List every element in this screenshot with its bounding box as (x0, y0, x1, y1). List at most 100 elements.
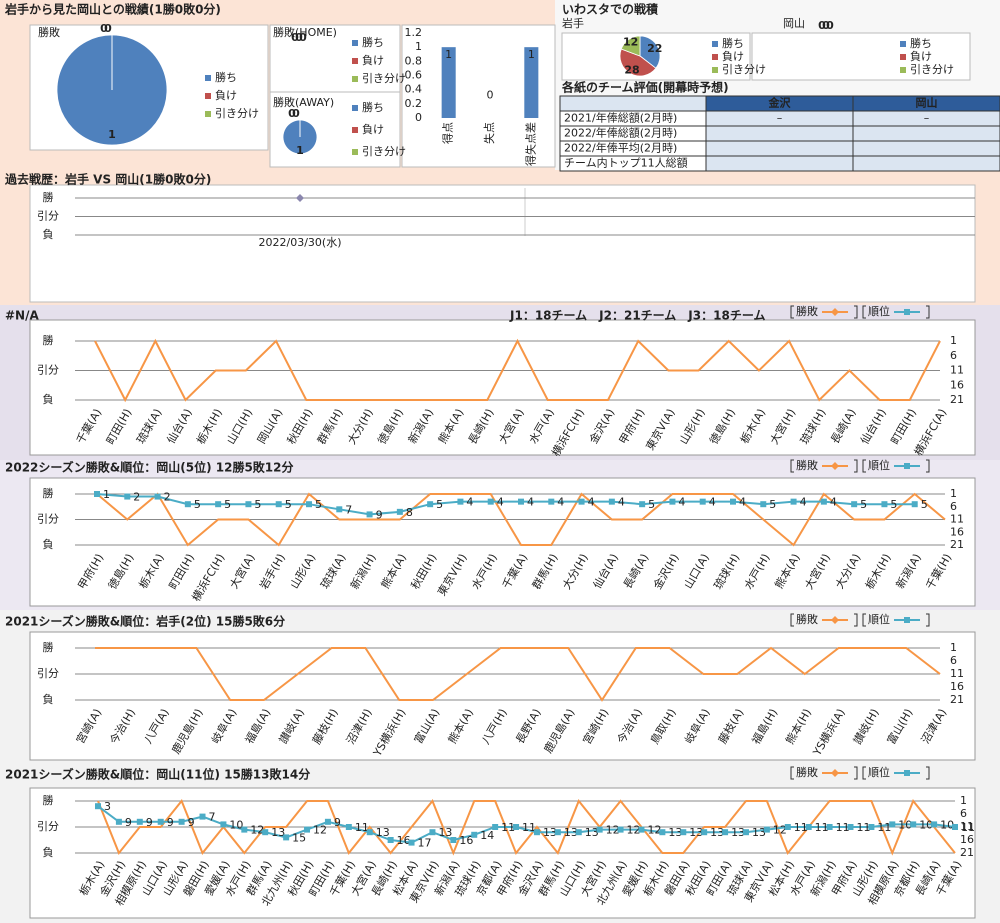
rank-marker (184, 501, 191, 508)
data-label: 9 (125, 816, 132, 829)
data-label: 4 (497, 496, 504, 509)
legend-swatch (352, 76, 358, 82)
annotation: J1：18チーム J2：21チーム J3：18チーム (509, 309, 765, 323)
rank-marker (730, 498, 736, 505)
section-title: いわスタでの戦積 (562, 2, 659, 17)
data-label: 13 (376, 826, 390, 839)
series-line (96, 492, 946, 547)
data-label: 16 (397, 834, 411, 847)
data-label: 14 (480, 829, 494, 842)
rank-marker (548, 498, 555, 505)
data-label: 13 (585, 826, 599, 839)
legend-bracket (790, 459, 794, 473)
table-cell (852, 125, 1000, 142)
y-tick-label: 引分 (37, 363, 59, 377)
legend-swatch (205, 111, 211, 117)
series-line (95, 646, 941, 702)
legend-label: 順位 (868, 458, 890, 472)
data-label: 11 (877, 821, 891, 834)
rank-marker (157, 818, 164, 825)
legend-bracket (790, 613, 794, 627)
data-label: 5 (860, 498, 867, 511)
data-label: 9 (188, 816, 195, 829)
data-label: 5 (648, 498, 655, 511)
data-label: 13 (543, 826, 557, 839)
rank-marker (722, 829, 729, 836)
rank-marker (518, 498, 524, 505)
rank-marker (136, 818, 143, 825)
y-tick-label: 0.6 (405, 69, 423, 82)
panel (29, 631, 976, 761)
legend-swatch (712, 67, 718, 73)
chart-title: 勝敗(AWAY) (273, 95, 334, 109)
row-label: 2022/年俸総額(2月時) (564, 126, 677, 140)
y2-tick-label: 11 (950, 667, 964, 680)
rank-marker (617, 826, 624, 833)
rank-marker (851, 501, 858, 508)
table-cell (852, 155, 1000, 172)
legend-swatch (900, 54, 906, 60)
legend-label: 引き分け (910, 62, 954, 76)
data-label: 11 (794, 821, 808, 834)
data-label: 12 (250, 824, 264, 837)
y2-tick-label: 6 (950, 500, 957, 513)
y2-tick-label: 11 (950, 513, 964, 526)
rank-marker (760, 501, 767, 508)
y-tick-label: 勝 (43, 190, 54, 204)
data-label: 12 (606, 824, 620, 837)
rank-marker (492, 824, 499, 830)
legend-bracket (862, 766, 866, 780)
chart-title: 勝敗(HOME) (273, 25, 337, 39)
rank-marker (554, 829, 561, 836)
legend-label: 勝敗 (796, 458, 818, 472)
data-label: 13 (689, 826, 703, 839)
data-label: 1 (296, 144, 304, 157)
table-header-text: 岡山 (916, 96, 938, 110)
data-label: 13 (438, 826, 452, 839)
y2-tick-label: 16 (950, 378, 964, 391)
data-label: 13 (564, 826, 578, 839)
data-label: 7 (209, 811, 216, 824)
panel (29, 319, 976, 456)
x-tick-label: 失点 (483, 122, 496, 144)
data-label: 28 (624, 63, 639, 76)
data-label: 0 (291, 31, 299, 44)
rank-marker (366, 511, 373, 518)
legend-label: 引き分け (362, 71, 406, 85)
legend-label: 順位 (868, 304, 890, 318)
legend-bracket (926, 459, 930, 473)
legend-bracket (862, 459, 866, 473)
data-label: 12 (627, 824, 641, 837)
y-tick-label: 勝 (43, 640, 54, 654)
bar (524, 47, 539, 118)
y2-tick-label: 6 (960, 807, 967, 820)
y-tick-label: 負 (43, 693, 54, 706)
legend-marker (831, 769, 839, 777)
y2-tick-label: 16 (960, 833, 974, 846)
x-tick-label: 2022/03/30(水) (259, 236, 342, 249)
legend-swatch (352, 149, 358, 155)
y-tick-label: 引分 (37, 666, 59, 680)
chart-title: 岡山 (783, 17, 805, 30)
rank-marker (790, 498, 797, 505)
series-line (96, 493, 915, 516)
rank-marker (94, 491, 100, 497)
data-label: 17 (418, 837, 432, 850)
table-header-text: 金沢 (768, 96, 792, 110)
data-label: 11 (355, 821, 369, 834)
series-line (97, 799, 956, 856)
rank-marker (911, 501, 918, 508)
rank-marker (178, 818, 185, 825)
y-tick-label: 0.8 (405, 54, 423, 67)
y2-tick-label: 21 (950, 393, 964, 406)
legend-swatch (205, 93, 211, 99)
data-label: 12 (313, 824, 327, 837)
table-cell (852, 140, 1000, 157)
rank-marker (952, 824, 958, 830)
panel (269, 24, 401, 93)
data-label: 4 (527, 496, 534, 509)
data-label: 11 (522, 821, 536, 834)
rank-marker (408, 839, 415, 846)
rank-marker (889, 821, 896, 828)
